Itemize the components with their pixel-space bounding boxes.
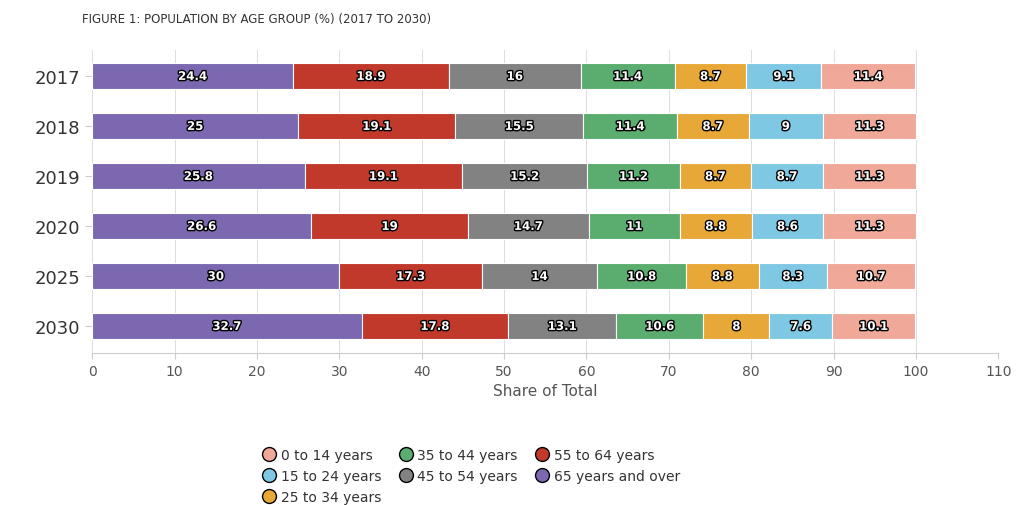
Text: 7.6: 7.6 xyxy=(791,320,811,333)
Bar xyxy=(823,114,916,140)
Text: 13.1: 13.1 xyxy=(548,320,577,333)
Bar xyxy=(703,314,769,340)
Text: 14.7: 14.7 xyxy=(514,221,543,233)
Bar xyxy=(823,164,916,190)
Text: 11.4: 11.4 xyxy=(615,121,645,134)
Bar xyxy=(752,164,823,190)
Text: 8: 8 xyxy=(732,320,740,333)
Bar xyxy=(686,264,759,290)
Text: 25: 25 xyxy=(187,121,204,134)
Text: 30: 30 xyxy=(208,270,224,283)
Text: 10.6: 10.6 xyxy=(645,320,675,333)
Bar xyxy=(92,214,311,240)
Bar xyxy=(92,114,298,140)
Text: 19: 19 xyxy=(381,221,397,233)
Text: 15.5: 15.5 xyxy=(505,121,534,134)
Bar xyxy=(589,214,680,240)
Bar xyxy=(759,264,827,290)
Bar xyxy=(462,164,588,190)
Text: 10.8: 10.8 xyxy=(627,270,656,283)
Text: 17.3: 17.3 xyxy=(396,270,425,283)
Bar xyxy=(680,164,752,190)
Text: 10.1: 10.1 xyxy=(859,320,888,333)
Text: 11.4: 11.4 xyxy=(854,71,883,84)
Bar xyxy=(581,64,675,90)
Text: 18.9: 18.9 xyxy=(356,71,386,84)
Bar xyxy=(769,314,831,340)
Text: 8.7: 8.7 xyxy=(776,171,798,183)
Text: 15.2: 15.2 xyxy=(510,171,540,183)
Text: 14: 14 xyxy=(531,270,548,283)
Text: 32.7: 32.7 xyxy=(212,320,242,333)
Bar xyxy=(339,264,482,290)
Text: FIGURE 1: POPULATION BY AGE GROUP (%) (2017 TO 2030): FIGURE 1: POPULATION BY AGE GROUP (%) (2… xyxy=(82,13,431,26)
Legend: 0 to 14 years, 15 to 24 years, 25 to 34 years, 35 to 44 years, 45 to 54 years, 5: 0 to 14 years, 15 to 24 years, 25 to 34 … xyxy=(260,442,686,505)
Bar xyxy=(588,164,680,190)
Text: 19.1: 19.1 xyxy=(362,121,391,134)
Bar xyxy=(616,314,703,340)
Text: 8.7: 8.7 xyxy=(700,71,721,84)
Text: 11.3: 11.3 xyxy=(855,171,884,183)
Text: 17.8: 17.8 xyxy=(420,320,450,333)
Text: 8.3: 8.3 xyxy=(782,270,804,283)
Bar xyxy=(311,214,468,240)
Bar xyxy=(675,64,746,90)
Bar xyxy=(361,314,508,340)
Text: 10.7: 10.7 xyxy=(857,270,886,283)
Bar xyxy=(749,114,823,140)
Bar xyxy=(831,314,915,340)
Bar xyxy=(508,314,616,340)
Bar xyxy=(677,114,749,140)
Bar xyxy=(821,64,915,90)
X-axis label: Share of Total: Share of Total xyxy=(493,383,598,398)
Text: 9: 9 xyxy=(781,121,790,134)
Bar xyxy=(597,264,686,290)
Bar xyxy=(92,64,293,90)
Bar xyxy=(449,64,581,90)
Bar xyxy=(746,64,821,90)
Text: 9.1: 9.1 xyxy=(773,71,795,84)
Text: 8.7: 8.7 xyxy=(702,121,723,134)
Bar xyxy=(92,264,339,290)
Text: 8.8: 8.8 xyxy=(712,270,733,283)
Bar xyxy=(298,114,456,140)
Text: 11.3: 11.3 xyxy=(855,121,884,134)
Text: 11.4: 11.4 xyxy=(613,71,642,84)
Bar xyxy=(482,264,597,290)
Bar xyxy=(468,214,589,240)
Bar xyxy=(456,114,584,140)
Text: 11.3: 11.3 xyxy=(855,221,884,233)
Bar xyxy=(305,164,462,190)
Text: 26.6: 26.6 xyxy=(187,221,216,233)
Bar xyxy=(92,314,361,340)
Bar xyxy=(752,214,823,240)
Text: 11: 11 xyxy=(626,221,642,233)
Bar xyxy=(584,114,677,140)
Text: 24.4: 24.4 xyxy=(178,71,207,84)
Bar xyxy=(92,164,305,190)
Bar xyxy=(823,214,916,240)
Text: 8.7: 8.7 xyxy=(705,171,726,183)
Text: 16: 16 xyxy=(507,71,523,84)
Bar xyxy=(680,214,752,240)
Text: 11.2: 11.2 xyxy=(618,171,648,183)
Bar xyxy=(827,264,915,290)
Text: 8.6: 8.6 xyxy=(777,221,798,233)
Bar xyxy=(293,64,449,90)
Text: 8.8: 8.8 xyxy=(706,221,726,233)
Text: 25.8: 25.8 xyxy=(184,171,213,183)
Text: 19.1: 19.1 xyxy=(369,171,398,183)
